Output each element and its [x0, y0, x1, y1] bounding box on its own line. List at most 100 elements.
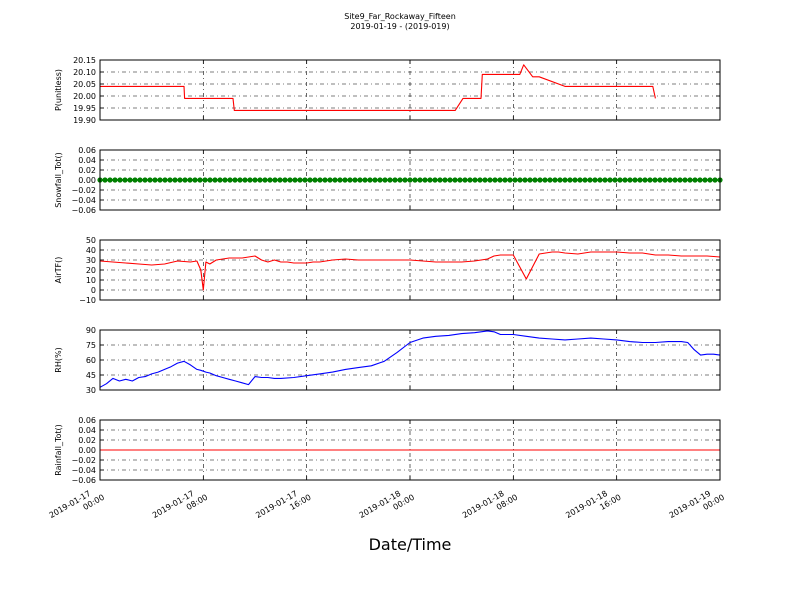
series-marker — [457, 177, 463, 183]
series-marker — [357, 177, 363, 183]
series-marker — [267, 177, 273, 183]
y-tick-label: 0.06 — [78, 416, 96, 425]
series-marker — [132, 177, 138, 183]
series-marker — [297, 177, 303, 183]
y-axis-label: Rainfall_Tot() — [54, 424, 63, 476]
series-marker — [367, 177, 373, 183]
series-marker — [707, 177, 713, 183]
y-tick-label: −0.04 — [71, 466, 96, 475]
series-marker — [187, 177, 193, 183]
series-marker — [342, 177, 348, 183]
y-tick-label: 20.15 — [73, 56, 96, 65]
series-marker — [412, 177, 418, 183]
y-tick-label: 19.90 — [73, 116, 96, 125]
series-marker — [312, 177, 318, 183]
y-tick-label: 0.02 — [78, 166, 96, 175]
x-tick-label: 2019-01-1900:00 — [668, 484, 726, 529]
figure-title: Site9_Far_Rockaway_Fifteen — [344, 12, 456, 21]
y-tick-label: 19.95 — [73, 104, 96, 113]
plot-frame — [99, 239, 721, 301]
series-marker — [147, 177, 153, 183]
series-marker — [337, 177, 343, 183]
series-marker — [612, 177, 618, 183]
x-tick-label: 2019-01-1808:00 — [461, 484, 519, 529]
series-marker — [652, 177, 658, 183]
series-marker — [687, 177, 693, 183]
y-tick-label: 0.06 — [78, 146, 96, 155]
series-marker — [112, 177, 118, 183]
series-marker — [527, 177, 533, 183]
panels: 20.15 20.10 20.05 20.00 19.95 19.90 P(unitless… — [54, 56, 723, 485]
series-marker — [167, 177, 173, 183]
series-marker — [307, 177, 313, 183]
series-marker — [662, 177, 668, 183]
series-marker — [572, 177, 578, 183]
series-marker — [152, 177, 158, 183]
plot-frame — [99, 419, 721, 481]
series-marker — [327, 177, 333, 183]
series-marker — [582, 177, 588, 183]
figure-subtitle: 2019-01-19 - (2019-019) — [350, 22, 449, 31]
y-tick-label: 40 — [86, 246, 96, 255]
series-marker — [207, 177, 213, 183]
series-marker — [372, 177, 378, 183]
series-marker — [197, 177, 203, 183]
series-marker — [277, 177, 283, 183]
series-marker — [117, 177, 123, 183]
x-tick-label: 2019-01-1716:00 — [254, 484, 312, 529]
series-marker — [467, 177, 473, 183]
series-marker — [427, 177, 433, 183]
panel-4: 90 75 60 45 30 RH(%) — [54, 326, 721, 395]
series-marker — [387, 177, 393, 183]
y-tick-label: −0.02 — [71, 456, 96, 465]
series-marker — [162, 177, 168, 183]
y-tick-label: 50 — [86, 236, 96, 245]
series-marker — [302, 177, 308, 183]
series-marker — [602, 177, 608, 183]
y-tick-label: 20.05 — [73, 80, 96, 89]
series-marker — [142, 177, 148, 183]
series-marker — [682, 177, 688, 183]
series-marker — [362, 177, 368, 183]
series-marker — [532, 177, 538, 183]
series-marker — [472, 177, 478, 183]
plot-frame — [99, 59, 721, 121]
y-tick-label: 45 — [86, 371, 96, 380]
series-marker — [537, 177, 543, 183]
x-tick-label: 2019-01-1800:00 — [358, 484, 416, 529]
series-marker — [332, 177, 338, 183]
y-axis-label: AirTF() — [54, 257, 63, 284]
series-marker — [627, 177, 633, 183]
series-marker — [482, 177, 488, 183]
y-tick-label: −0.06 — [71, 206, 96, 215]
y-axis-label: Snowfall_Tot() — [54, 152, 63, 208]
series-marker — [222, 177, 228, 183]
series-marker — [402, 177, 408, 183]
series-marker — [647, 177, 653, 183]
series-marker — [447, 177, 453, 183]
series-marker — [697, 177, 703, 183]
y-axis-label: P(unitless) — [54, 69, 63, 111]
y-tick-label: 60 — [86, 356, 96, 365]
y-tick-label: −10 — [79, 296, 96, 305]
y-tick-label: 20 — [86, 266, 96, 275]
series-marker — [182, 177, 188, 183]
plot-frame — [99, 149, 721, 211]
series-marker — [172, 177, 178, 183]
series-marker — [557, 177, 563, 183]
series-line — [99, 251, 721, 291]
series-marker — [212, 177, 218, 183]
series-marker — [567, 177, 573, 183]
y-tick-label: 0.00 — [78, 446, 96, 455]
y-tick-label: 0.02 — [78, 436, 96, 445]
series-marker — [202, 177, 208, 183]
series-marker — [177, 177, 183, 183]
series-marker — [317, 177, 323, 183]
y-tick-label: 0.04 — [78, 426, 96, 435]
panel-2: 0.060.040.020.00−0.02−0.04−0.06 Snowfall_… — [54, 146, 723, 215]
series-marker — [667, 177, 673, 183]
x-tick-label: 2019-01-1816:00 — [564, 484, 622, 529]
panel-5: 0.060.040.020.00−0.02−0.04−0.06 Rainfall_… — [54, 416, 721, 485]
x-axis-label: Date/Time — [369, 535, 452, 554]
y-tick-label: −0.06 — [71, 476, 96, 485]
